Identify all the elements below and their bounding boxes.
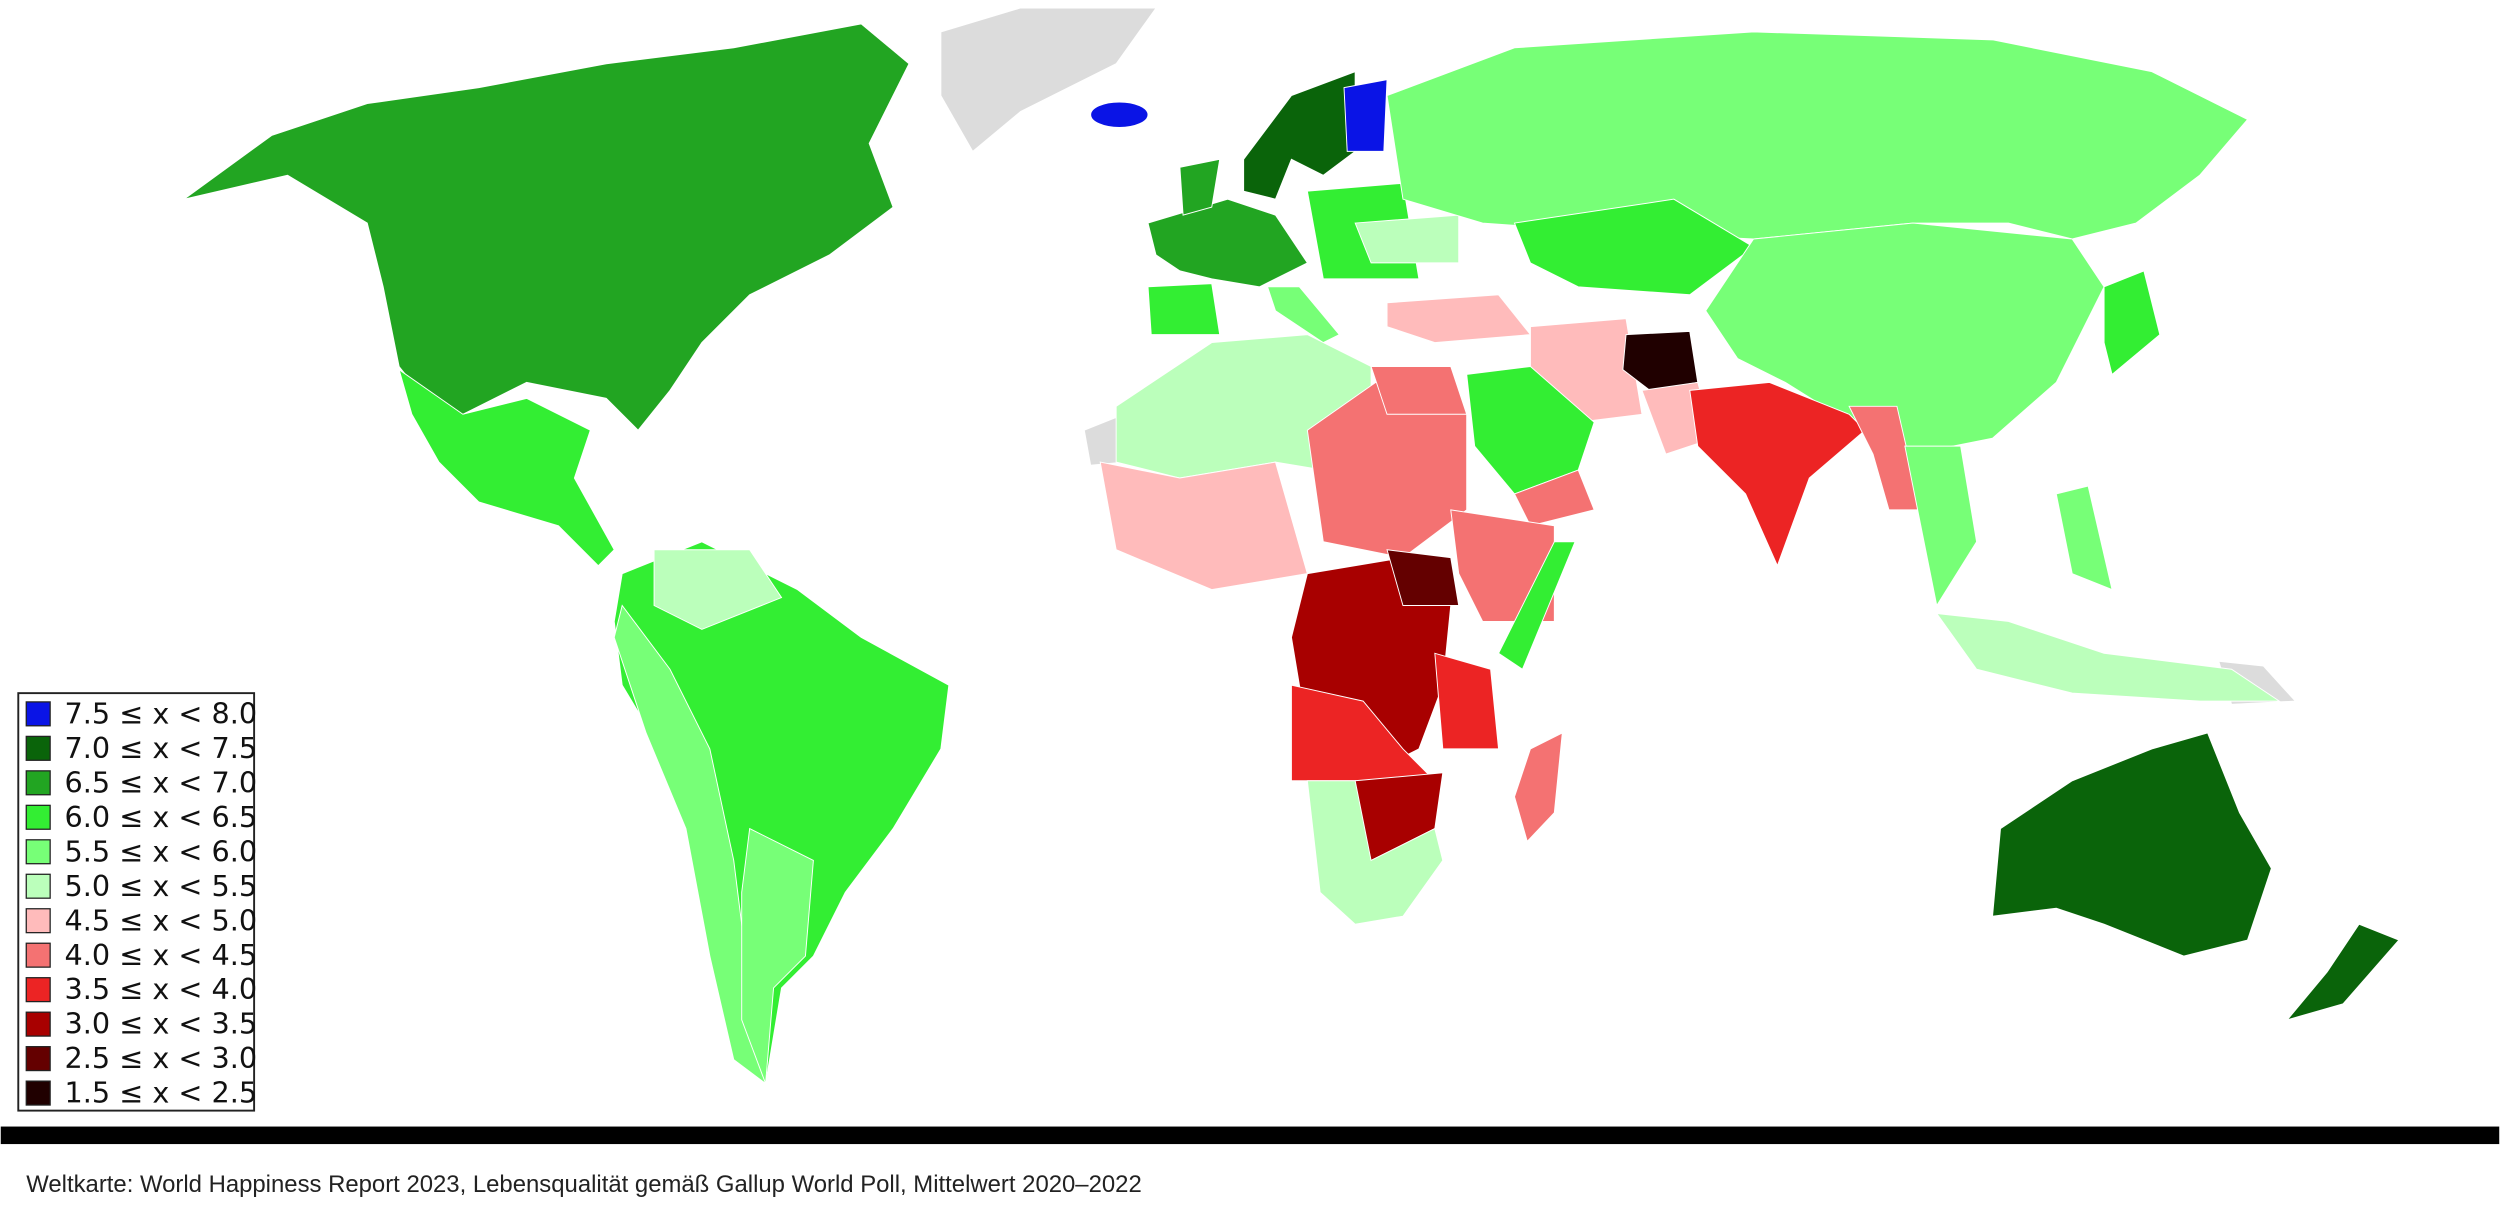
legend-label: 5.0 ≤ x < 5.5: [64, 869, 257, 903]
yemen-oman: [1513, 469, 1595, 527]
tanzania: [1434, 652, 1500, 750]
turkey: [1386, 294, 1532, 344]
legend-label: 6.5 ≤ x < 7.0: [64, 765, 257, 799]
legend-label: 4.0 ≤ x < 4.5: [64, 938, 257, 972]
myanmar: [1848, 405, 1922, 511]
legend-swatch: [25, 770, 51, 796]
egypt: [1370, 366, 1468, 415]
north-america: [183, 23, 910, 431]
caption: Weltkarte: World Happiness Report 2023, …: [26, 1171, 1141, 1198]
japan: [2103, 270, 2161, 376]
legend-label: 7.0 ≤ x < 7.5: [64, 731, 257, 765]
scandinavia: [1243, 71, 1356, 200]
legend-label: 7.5 ≤ x < 8.0: [64, 696, 257, 730]
kazakhstan: [1513, 198, 1755, 296]
iceland: [1090, 101, 1149, 128]
western-europe: [1147, 198, 1309, 288]
colombia-venezuela: [653, 549, 783, 630]
britain: [1179, 158, 1221, 216]
legend-swatch: [25, 804, 51, 830]
italy: [1266, 286, 1340, 344]
australia: [1992, 732, 2272, 957]
new-zealand: [2285, 923, 2400, 1021]
legend-label: 3.0 ≤ x < 3.5: [64, 1007, 257, 1041]
greenland: [940, 7, 1157, 153]
philippines: [2055, 485, 2113, 591]
legend-swatch: [25, 873, 51, 899]
madagascar: [1514, 732, 1563, 843]
somalia: [1497, 541, 1576, 670]
mexico-central-america: [398, 368, 615, 567]
legend-label: 3.5 ≤ x < 4.0: [64, 972, 257, 1006]
legend-swatch: [25, 1011, 51, 1037]
indonesia: [1935, 612, 2281, 702]
ukraine: [1354, 214, 1460, 264]
legend: 7.5 ≤ x < 8.07.0 ≤ x < 7.56.5 ≤ x < 7.06…: [25, 696, 257, 1110]
india: [1689, 381, 1866, 567]
finland: [1343, 79, 1388, 152]
legend-swatch: [25, 735, 51, 761]
legend-label: 1.5 ≤ x < 2.5: [64, 1076, 257, 1110]
iberia: [1147, 283, 1221, 336]
legend-swatch: [25, 977, 51, 1003]
legend-swatch: [25, 701, 51, 727]
legend-label: 4.5 ≤ x < 5.0: [64, 903, 257, 937]
legend-box: [17, 692, 256, 1112]
andes: [613, 604, 767, 1085]
legend-swatch: [25, 1080, 51, 1106]
legend-swatch: [25, 908, 51, 934]
legend-label: 2.5 ≤ x < 3.0: [64, 1041, 257, 1075]
argentina: [741, 827, 814, 1084]
indochina: [1904, 445, 1978, 607]
south-sudan: [1386, 549, 1460, 606]
legend-label: 6.0 ≤ x < 6.5: [64, 800, 257, 834]
southern-africa: [1306, 780, 1444, 925]
legend-swatch: [25, 839, 51, 865]
legend-swatch: [25, 1046, 51, 1072]
world-map: [183, 7, 2400, 1085]
legend-swatch: [25, 942, 51, 968]
separator-bar: [0, 1126, 2500, 1145]
legend-label: 5.5 ≤ x < 6.0: [64, 834, 257, 868]
